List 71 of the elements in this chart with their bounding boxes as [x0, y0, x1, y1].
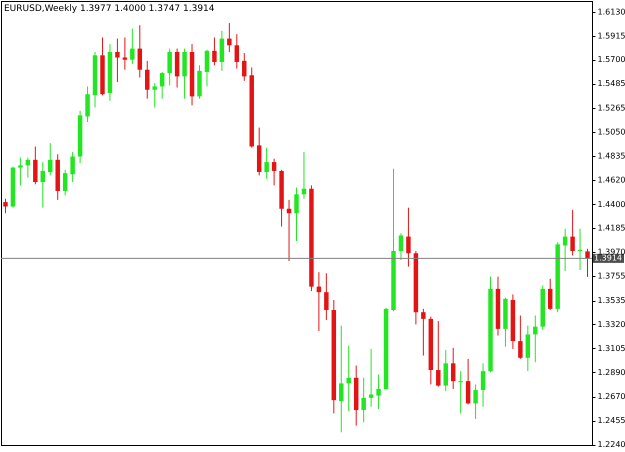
candlestick	[204, 49, 210, 87]
y-tick-label: 1.3320	[598, 320, 625, 329]
y-tick-label: 1.2670	[598, 392, 625, 402]
candlestick	[578, 228, 582, 270]
candlestick	[115, 38, 120, 82]
candlestick	[361, 377, 366, 423]
y-tick-label: 1.2240	[598, 440, 625, 450]
candlestick	[212, 36, 217, 66]
candlestick	[473, 384, 478, 420]
chart-title: EURUSD,Weekly 1.3977 1.4000 1.3747 1.3914	[4, 4, 215, 14]
candlestick	[167, 48, 172, 86]
candlestick	[242, 52, 247, 82]
candlestick	[3, 198, 8, 214]
candlestick	[339, 325, 344, 433]
y-tick-label: 1.2455	[598, 416, 625, 426]
candlestick	[48, 142, 52, 176]
y-tick-label: 1.5915	[598, 31, 625, 40]
y-tick-label: 1.4835	[598, 151, 625, 160]
candlestick	[526, 325, 530, 372]
candlestick	[234, 34, 240, 70]
candlestick	[316, 272, 322, 332]
candlestick	[152, 82, 157, 108]
candlestick	[286, 199, 292, 262]
candlestick	[562, 228, 568, 272]
candlestick	[480, 362, 486, 408]
candlestick	[145, 60, 150, 100]
y-tick-label: 1.3535	[598, 296, 625, 306]
candlestick	[324, 272, 329, 320]
y-tick-label: 1.5265	[598, 104, 625, 113]
candlestick	[376, 374, 381, 410]
y-tick-label: 1.5485	[598, 79, 625, 88]
candlestick	[518, 315, 523, 360]
candlestick	[160, 71, 164, 100]
candlestick	[533, 315, 538, 363]
candlestick	[436, 320, 441, 388]
candlestick	[85, 86, 90, 123]
y-tick-label: 1.5050	[598, 128, 625, 137]
y-tick-label: 1.6130	[598, 7, 625, 16]
y-tick-label: 1.3105	[598, 344, 625, 353]
y-tick-label: 1.4400	[598, 200, 625, 209]
y-tick-label: 1.4185	[598, 224, 625, 233]
candlestick	[62, 169, 68, 196]
candlestick	[264, 147, 269, 180]
candlestick	[548, 278, 552, 310]
candlestick	[220, 30, 224, 72]
candlestick	[406, 207, 411, 268]
candlestick	[450, 347, 456, 390]
candlestick	[40, 162, 46, 208]
candlestick	[368, 348, 374, 408]
y-tick-label: 1.4620	[598, 175, 625, 184]
candlestick	[70, 152, 75, 183]
candlestick	[33, 146, 38, 185]
candlestick	[585, 248, 590, 278]
candlestick	[458, 370, 463, 414]
candlestick	[227, 22, 232, 52]
candlestick	[130, 28, 135, 65]
y-tick-label: 1.2890	[598, 368, 625, 377]
candlestick	[302, 152, 306, 200]
y-tick-label: 1.5700	[598, 55, 625, 64]
candlestick	[466, 358, 470, 406]
candlestick	[421, 308, 426, 356]
candlestick	[570, 209, 575, 256]
candlestick	[122, 36, 128, 70]
candlestick	[26, 157, 30, 178]
candlestick	[272, 158, 276, 186]
candlestick	[18, 157, 23, 186]
candlestick	[398, 232, 404, 260]
candlestick	[444, 350, 448, 392]
candlestick	[138, 24, 142, 78]
y-tick-label: 1.3755	[598, 272, 625, 281]
candlestick	[346, 345, 351, 412]
